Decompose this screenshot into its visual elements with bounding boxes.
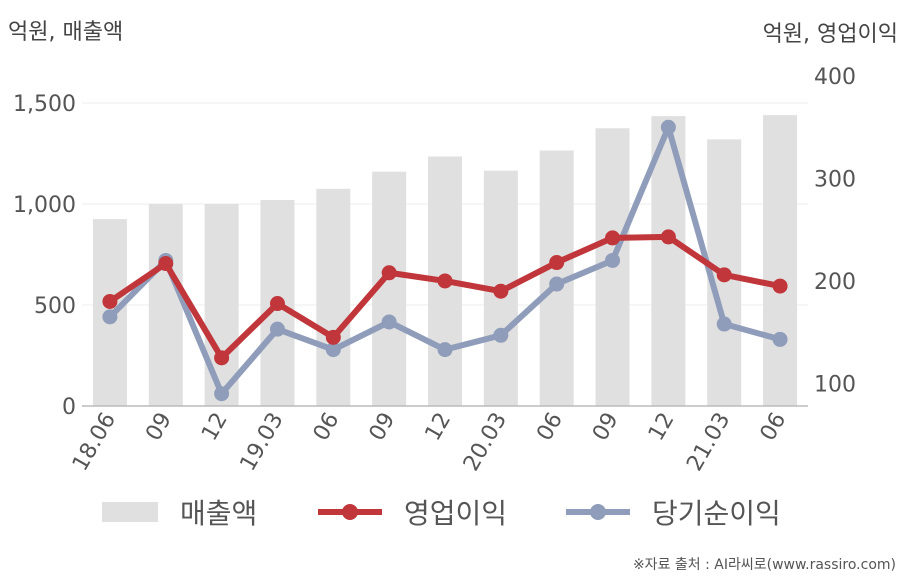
x-tick-label: 06: [309, 409, 345, 446]
y-right-tick-label: 200: [814, 270, 856, 295]
y-right-tick-label: 400: [814, 65, 856, 90]
legend-label-net-income: 당기순이익: [652, 497, 781, 530]
legend-swatch-net-income: [566, 504, 630, 520]
x-tick-label: 12: [421, 409, 457, 446]
operating-profit-point: [605, 230, 621, 246]
x-tick-label: 12: [197, 409, 233, 446]
right-axis-unit-label: 억원, 영업이익: [762, 22, 898, 47]
legend-item-net-income: 당기순이익: [566, 488, 781, 536]
net-income-point: [772, 331, 788, 347]
x-tick-label: 19.03: [236, 409, 289, 476]
revenue-bar: [763, 115, 798, 407]
net-income-point: [102, 309, 118, 325]
x-tick-label: 21.03: [682, 409, 735, 476]
legend-label-operating-profit: 영업이익: [404, 497, 508, 530]
operating-profit-point: [493, 283, 509, 299]
net-income-point: [605, 252, 621, 268]
net-income-point: [437, 342, 453, 358]
legend-item-revenue: 매출액: [102, 488, 257, 536]
x-tick-label: 06: [756, 409, 792, 446]
net-income-point: [716, 316, 732, 332]
x-tick-label: 06: [532, 409, 568, 446]
operating-profit-point: [158, 256, 174, 272]
revenue-bars: [92, 115, 798, 407]
legend: 매출액 영업이익 당기순이익: [0, 488, 908, 536]
legend-swatch-operating-profit: [318, 504, 382, 520]
x-tick-label: 09: [365, 409, 401, 446]
operating-profit-point: [102, 293, 118, 309]
operating-profit-point: [772, 278, 788, 294]
x-tick-label: 12: [644, 409, 680, 446]
operating-profit-point: [214, 350, 230, 366]
operating-profit-point: [381, 265, 397, 281]
legend-item-operating-profit: 영업이익: [318, 488, 507, 536]
y-left-tick-label: 0: [62, 395, 76, 420]
net-income-point: [493, 327, 509, 343]
legend-label-revenue: 매출액: [180, 497, 258, 530]
left-axis-unit-label: 억원, 매출액: [8, 20, 124, 45]
source-note: ※자료 출처 : AI라씨로(www.rassiro.com): [632, 557, 896, 573]
operating-profit-point: [660, 229, 676, 245]
x-tick-label: 20.03: [459, 409, 512, 476]
x-tick-label: 09: [588, 409, 624, 446]
operating-profit-point: [325, 329, 341, 345]
legend-swatch-revenue: [102, 502, 158, 522]
net-income-point: [549, 276, 565, 292]
net-income-point: [325, 342, 341, 358]
y-right-tick-label: 100: [814, 372, 856, 397]
revenue-bar: [316, 188, 351, 406]
y-left-tick-label: 500: [34, 294, 76, 319]
y-left-tick-label: 1,000: [13, 193, 76, 218]
operating-profit-point: [549, 255, 565, 271]
y-right-tick-label: 300: [814, 167, 856, 192]
operating-profit-point: [269, 296, 285, 312]
net-income-point: [381, 314, 397, 330]
profit-lines: [102, 119, 788, 402]
operating-profit-point: [437, 273, 453, 289]
net-income-point: [269, 321, 285, 337]
net-income-point: [214, 386, 230, 402]
x-tick-label: 09: [141, 409, 177, 446]
operating-profit-point: [716, 267, 732, 283]
revenue-bar: [148, 204, 183, 406]
y-left-tick-label: 1,500: [13, 92, 76, 117]
net-income-point: [660, 119, 676, 135]
